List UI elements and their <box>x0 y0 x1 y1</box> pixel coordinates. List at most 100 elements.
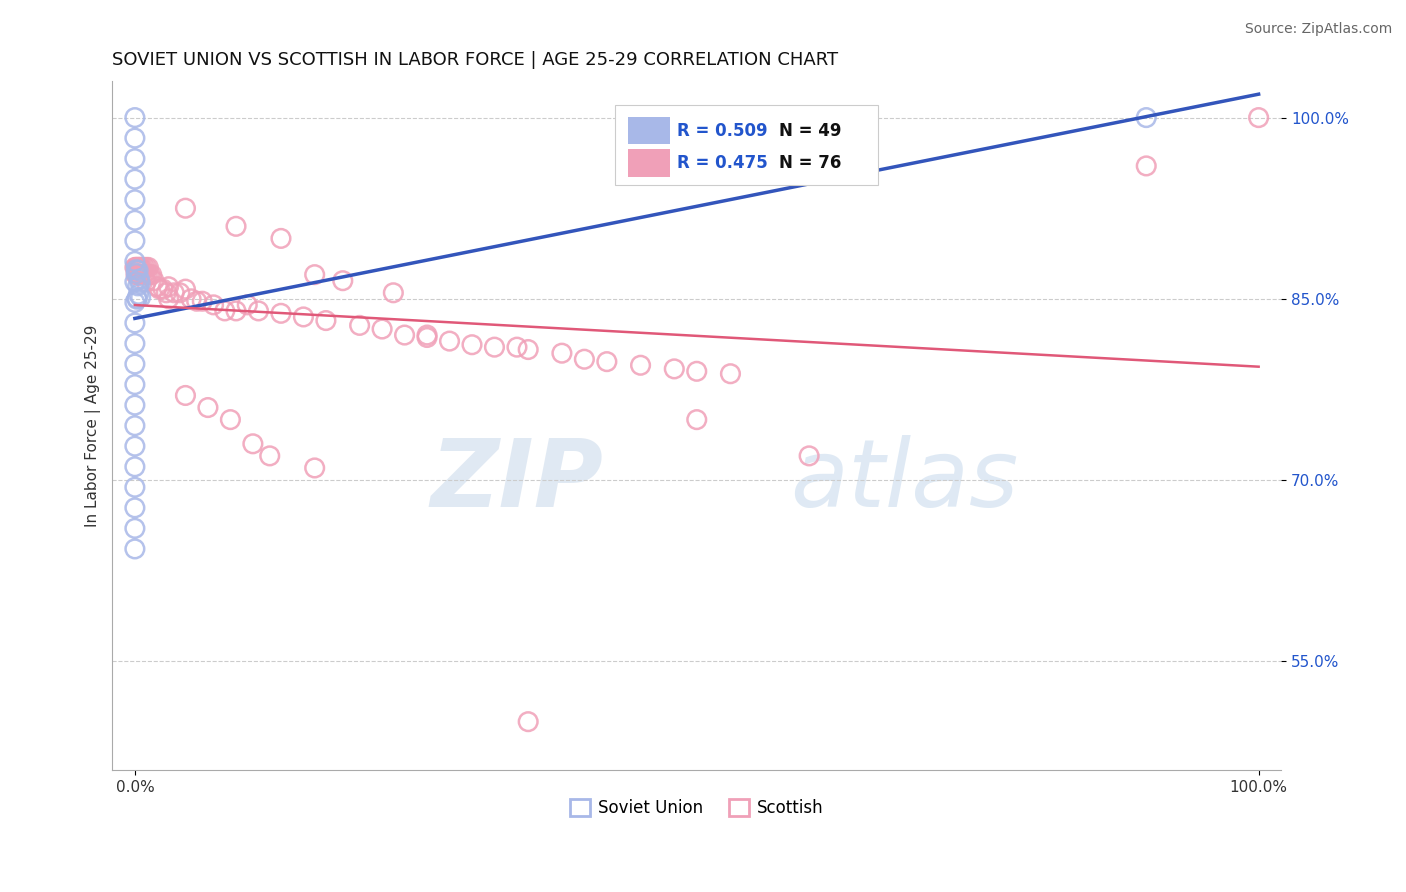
Point <box>720 367 742 381</box>
Point <box>349 318 371 333</box>
Point <box>124 152 146 166</box>
Text: atlas: atlas <box>790 435 1018 526</box>
Point <box>630 358 652 372</box>
Text: N = 49: N = 49 <box>779 121 841 139</box>
Point <box>517 343 540 357</box>
Point <box>125 262 148 277</box>
Point <box>135 275 157 289</box>
Point <box>129 290 152 304</box>
Point <box>127 260 149 275</box>
Point <box>1135 111 1157 125</box>
Point <box>219 412 242 426</box>
Point <box>124 213 146 227</box>
Point <box>157 279 180 293</box>
Point <box>149 282 172 296</box>
Text: ZIP: ZIP <box>430 434 603 527</box>
FancyBboxPatch shape <box>614 105 877 185</box>
Point <box>128 268 150 282</box>
Point <box>686 412 709 426</box>
Point <box>124 275 146 289</box>
Point <box>124 521 146 535</box>
Point <box>127 287 149 301</box>
Y-axis label: In Labor Force | Age 25-29: In Labor Force | Age 25-29 <box>86 325 101 527</box>
Point <box>124 234 146 248</box>
Point <box>202 298 225 312</box>
Point <box>125 292 148 306</box>
Point <box>124 254 146 268</box>
Point <box>138 260 160 275</box>
Text: N = 76: N = 76 <box>779 154 841 172</box>
Point <box>124 357 146 371</box>
Point <box>155 285 177 300</box>
Point <box>270 306 292 320</box>
Point <box>225 304 247 318</box>
Text: SOVIET UNION VS SCOTTISH IN LABOR FORCE | AGE 25-29 CORRELATION CHART: SOVIET UNION VS SCOTTISH IN LABOR FORCE … <box>112 51 838 69</box>
Point <box>332 274 354 288</box>
Point <box>152 282 174 296</box>
Point <box>315 313 337 327</box>
Point <box>484 340 506 354</box>
Point <box>517 714 540 729</box>
Point <box>664 362 686 376</box>
FancyBboxPatch shape <box>628 149 669 177</box>
Point <box>124 295 146 310</box>
Point <box>124 500 146 515</box>
FancyBboxPatch shape <box>628 117 669 145</box>
Point <box>124 172 146 186</box>
Point <box>124 480 146 494</box>
Point <box>143 274 166 288</box>
Point <box>135 260 157 275</box>
Point <box>124 439 146 453</box>
Point <box>128 272 150 286</box>
Point <box>138 268 160 282</box>
Point <box>134 268 156 282</box>
Point <box>124 111 146 125</box>
Point <box>124 418 146 433</box>
Point <box>191 294 214 309</box>
Point <box>124 316 146 330</box>
Point <box>128 260 150 275</box>
Point <box>124 260 146 275</box>
Point <box>132 268 155 282</box>
Point <box>124 459 146 474</box>
Point <box>141 268 163 282</box>
Point <box>124 398 146 412</box>
Point <box>127 260 149 275</box>
Point <box>394 328 416 343</box>
Point <box>461 337 484 351</box>
Point <box>124 377 146 392</box>
Point <box>127 263 149 277</box>
Point <box>125 267 148 281</box>
Point <box>371 322 394 336</box>
Point <box>304 461 326 475</box>
Point <box>180 292 202 306</box>
Point <box>125 291 148 305</box>
Point <box>127 278 149 293</box>
Point <box>129 260 152 275</box>
Point <box>574 352 596 367</box>
Point <box>236 298 259 312</box>
Point <box>259 449 281 463</box>
Point <box>797 449 820 463</box>
Point <box>214 304 236 318</box>
Point <box>125 268 148 282</box>
Point <box>125 260 148 275</box>
Point <box>169 285 191 300</box>
Text: Source: ZipAtlas.com: Source: ZipAtlas.com <box>1244 22 1392 37</box>
Point <box>124 193 146 207</box>
Point <box>1135 159 1157 173</box>
Point <box>131 260 153 275</box>
Point <box>174 201 197 215</box>
Point <box>686 364 709 378</box>
Point <box>247 304 270 318</box>
Point <box>506 340 529 354</box>
Point <box>292 310 315 324</box>
Point <box>551 346 574 360</box>
Point <box>1247 111 1270 125</box>
Point <box>124 131 146 145</box>
Point <box>129 276 152 290</box>
Point <box>382 285 405 300</box>
Point <box>186 294 208 309</box>
Point <box>304 268 326 282</box>
Point <box>124 541 146 556</box>
